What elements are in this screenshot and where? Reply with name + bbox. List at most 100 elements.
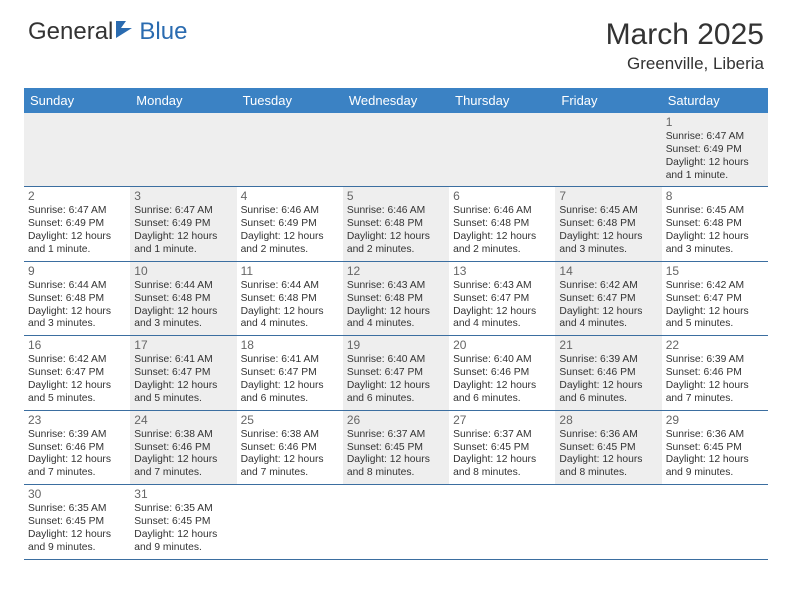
day-number: 25: [241, 413, 339, 428]
day-header-cell: Tuesday: [237, 88, 343, 113]
sunset-text: Sunset: 6:45 PM: [559, 442, 657, 455]
sunset-text: Sunset: 6:49 PM: [666, 144, 764, 157]
sunset-text: Sunset: 6:47 PM: [666, 293, 764, 306]
sunrise-text: Sunrise: 6:44 AM: [28, 280, 126, 293]
calendar-cell: 22Sunrise: 6:39 AMSunset: 6:46 PMDayligh…: [662, 336, 768, 409]
calendar-cell: 27Sunrise: 6:37 AMSunset: 6:45 PMDayligh…: [449, 411, 555, 484]
calendar-cell: 10Sunrise: 6:44 AMSunset: 6:48 PMDayligh…: [130, 262, 236, 335]
sunrise-text: Sunrise: 6:40 AM: [453, 354, 551, 367]
sunrise-text: Sunrise: 6:44 AM: [134, 280, 232, 293]
calendar-cell: [449, 485, 555, 558]
day-number: 3: [134, 189, 232, 204]
day-number: 9: [28, 264, 126, 279]
sunrise-text: Sunrise: 6:36 AM: [559, 429, 657, 442]
daylight-text: Daylight: 12 hours and 3 minutes.: [559, 231, 657, 257]
calendar-cell: 3Sunrise: 6:47 AMSunset: 6:49 PMDaylight…: [130, 187, 236, 260]
sunrise-text: Sunrise: 6:40 AM: [347, 354, 445, 367]
sunrise-text: Sunrise: 6:47 AM: [666, 131, 764, 144]
sunset-text: Sunset: 6:46 PM: [666, 367, 764, 380]
calendar-cell: 11Sunrise: 6:44 AMSunset: 6:48 PMDayligh…: [237, 262, 343, 335]
calendar-cell: 18Sunrise: 6:41 AMSunset: 6:47 PMDayligh…: [237, 336, 343, 409]
sunset-text: Sunset: 6:46 PM: [241, 442, 339, 455]
day-number: 31: [134, 487, 232, 502]
sunrise-text: Sunrise: 6:42 AM: [559, 280, 657, 293]
calendar-cell: [237, 485, 343, 558]
daylight-text: Daylight: 12 hours and 3 minutes.: [666, 231, 764, 257]
calendar-cell: 1Sunrise: 6:47 AMSunset: 6:49 PMDaylight…: [662, 113, 768, 186]
sunset-text: Sunset: 6:49 PM: [134, 218, 232, 231]
sunset-text: Sunset: 6:48 PM: [559, 218, 657, 231]
calendar-cell: 20Sunrise: 6:40 AMSunset: 6:46 PMDayligh…: [449, 336, 555, 409]
daylight-text: Daylight: 12 hours and 4 minutes.: [453, 306, 551, 332]
calendar-cell: [130, 113, 236, 186]
sunset-text: Sunset: 6:49 PM: [241, 218, 339, 231]
sunrise-text: Sunrise: 6:36 AM: [666, 429, 764, 442]
daylight-text: Daylight: 12 hours and 2 minutes.: [241, 231, 339, 257]
sunset-text: Sunset: 6:48 PM: [241, 293, 339, 306]
daylight-text: Daylight: 12 hours and 2 minutes.: [453, 231, 551, 257]
sunset-text: Sunset: 6:47 PM: [559, 293, 657, 306]
calendar-cell: 2Sunrise: 6:47 AMSunset: 6:49 PMDaylight…: [24, 187, 130, 260]
sunset-text: Sunset: 6:48 PM: [453, 218, 551, 231]
sunrise-text: Sunrise: 6:47 AM: [28, 205, 126, 218]
calendar-cell: [555, 485, 661, 558]
logo-part2: Blue: [139, 18, 187, 46]
calendar-cell: 16Sunrise: 6:42 AMSunset: 6:47 PMDayligh…: [24, 336, 130, 409]
day-number: 14: [559, 264, 657, 279]
calendar-cell: 12Sunrise: 6:43 AMSunset: 6:48 PMDayligh…: [343, 262, 449, 335]
daylight-text: Daylight: 12 hours and 9 minutes.: [28, 529, 126, 555]
sunrise-text: Sunrise: 6:38 AM: [241, 429, 339, 442]
daylight-text: Daylight: 12 hours and 5 minutes.: [28, 380, 126, 406]
day-number: 12: [347, 264, 445, 279]
sunrise-text: Sunrise: 6:43 AM: [347, 280, 445, 293]
sunset-text: Sunset: 6:45 PM: [666, 442, 764, 455]
daylight-text: Daylight: 12 hours and 6 minutes.: [453, 380, 551, 406]
day-number: 15: [666, 264, 764, 279]
daylight-text: Daylight: 12 hours and 9 minutes.: [134, 529, 232, 555]
daylight-text: Daylight: 12 hours and 5 minutes.: [666, 306, 764, 332]
day-number: 11: [241, 264, 339, 279]
sunrise-text: Sunrise: 6:47 AM: [134, 205, 232, 218]
sunset-text: Sunset: 6:45 PM: [134, 516, 232, 529]
day-header-cell: Sunday: [24, 88, 130, 113]
day-number: 7: [559, 189, 657, 204]
calendar-week: 9Sunrise: 6:44 AMSunset: 6:48 PMDaylight…: [24, 262, 768, 336]
sunset-text: Sunset: 6:47 PM: [347, 367, 445, 380]
day-number: 13: [453, 264, 551, 279]
sunrise-text: Sunrise: 6:39 AM: [666, 354, 764, 367]
sunset-text: Sunset: 6:45 PM: [28, 516, 126, 529]
sunset-text: Sunset: 6:46 PM: [28, 442, 126, 455]
daylight-text: Daylight: 12 hours and 6 minutes.: [347, 380, 445, 406]
day-header-row: SundayMondayTuesdayWednesdayThursdayFrid…: [24, 88, 768, 113]
calendar-cell: [555, 113, 661, 186]
sunset-text: Sunset: 6:47 PM: [453, 293, 551, 306]
sunset-text: Sunset: 6:48 PM: [134, 293, 232, 306]
sunset-text: Sunset: 6:46 PM: [559, 367, 657, 380]
calendar-cell: 23Sunrise: 6:39 AMSunset: 6:46 PMDayligh…: [24, 411, 130, 484]
sunrise-text: Sunrise: 6:37 AM: [453, 429, 551, 442]
calendar-cell: 5Sunrise: 6:46 AMSunset: 6:48 PMDaylight…: [343, 187, 449, 260]
calendar-week: 30Sunrise: 6:35 AMSunset: 6:45 PMDayligh…: [24, 485, 768, 559]
day-number: 6: [453, 189, 551, 204]
page-title: March 2025: [606, 18, 764, 52]
day-number: 8: [666, 189, 764, 204]
sunset-text: Sunset: 6:45 PM: [347, 442, 445, 455]
calendar-cell: [24, 113, 130, 186]
calendar-cell: 8Sunrise: 6:45 AMSunset: 6:48 PMDaylight…: [662, 187, 768, 260]
daylight-text: Daylight: 12 hours and 1 minute.: [134, 231, 232, 257]
daylight-text: Daylight: 12 hours and 4 minutes.: [347, 306, 445, 332]
sunset-text: Sunset: 6:46 PM: [134, 442, 232, 455]
daylight-text: Daylight: 12 hours and 1 minute.: [666, 157, 764, 183]
daylight-text: Daylight: 12 hours and 3 minutes.: [28, 306, 126, 332]
calendar-week: 1Sunrise: 6:47 AMSunset: 6:49 PMDaylight…: [24, 113, 768, 187]
daylight-text: Daylight: 12 hours and 8 minutes.: [453, 454, 551, 480]
sunset-text: Sunset: 6:47 PM: [241, 367, 339, 380]
calendar-cell: 31Sunrise: 6:35 AMSunset: 6:45 PMDayligh…: [130, 485, 236, 558]
daylight-text: Daylight: 12 hours and 5 minutes.: [134, 380, 232, 406]
calendar: SundayMondayTuesdayWednesdayThursdayFrid…: [24, 88, 768, 560]
calendar-cell: 13Sunrise: 6:43 AMSunset: 6:47 PMDayligh…: [449, 262, 555, 335]
sunrise-text: Sunrise: 6:35 AM: [134, 503, 232, 516]
daylight-text: Daylight: 12 hours and 8 minutes.: [347, 454, 445, 480]
daylight-text: Daylight: 12 hours and 3 minutes.: [134, 306, 232, 332]
sunrise-text: Sunrise: 6:37 AM: [347, 429, 445, 442]
